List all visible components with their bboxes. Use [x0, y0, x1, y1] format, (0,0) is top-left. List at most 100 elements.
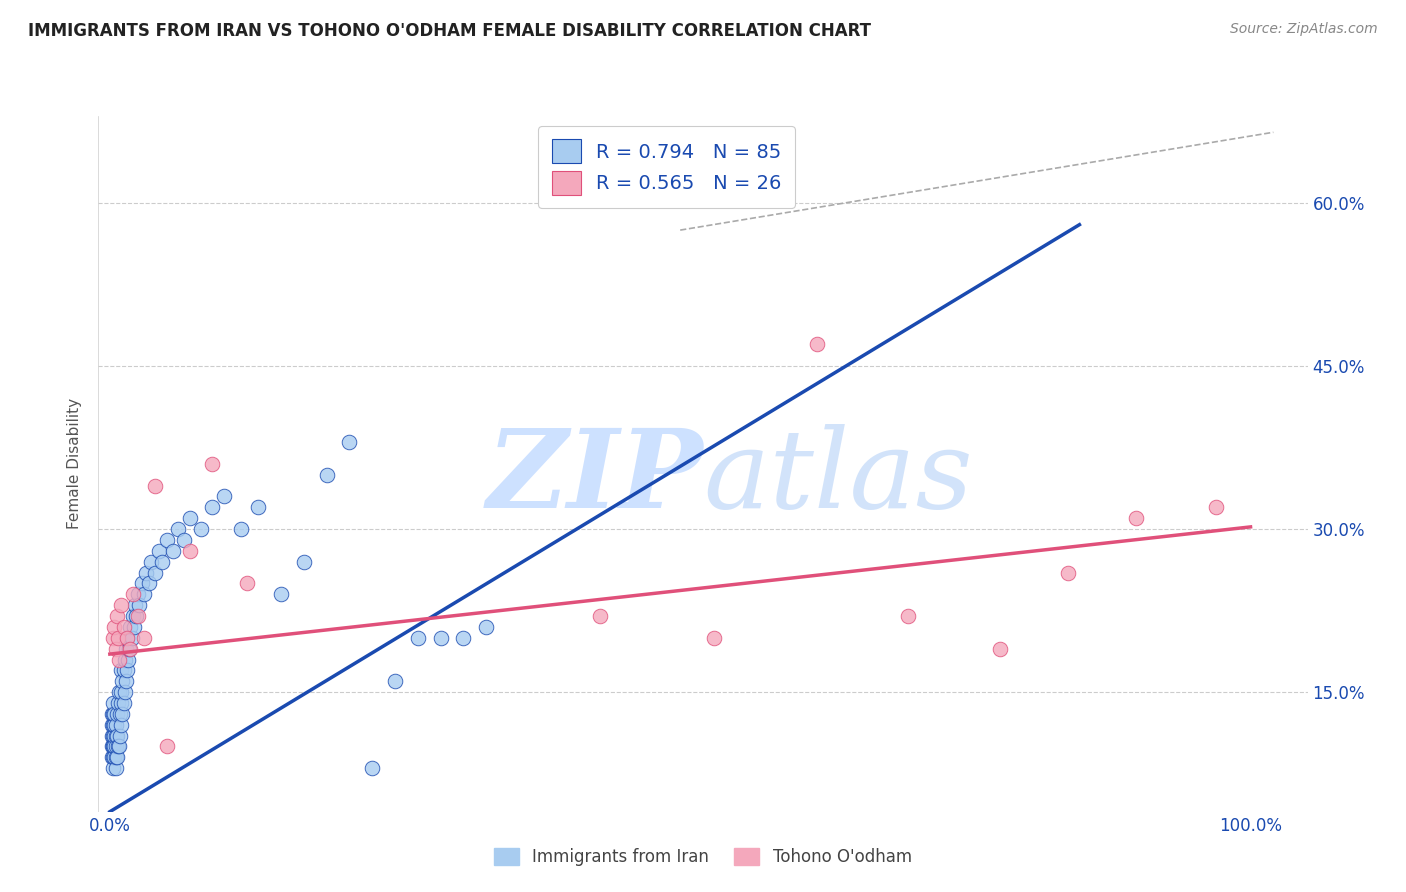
Point [229, 522, 252, 536]
Point [247, 500, 270, 515]
Point [179, 543, 201, 558]
Point [101, 729, 124, 743]
Point [103, 620, 125, 634]
Y-axis label: Female Disability: Female Disability [67, 398, 83, 530]
Text: IMMIGRANTS FROM IRAN VS TOHONO O'ODHAM FEMALE DISABILITY CORRELATION CHART: IMMIGRANTS FROM IRAN VS TOHONO O'ODHAM F… [28, 22, 872, 40]
Point [101, 750, 124, 764]
Point [107, 696, 129, 710]
Point [127, 609, 149, 624]
Point [115, 631, 138, 645]
Point [201, 500, 224, 515]
Point [162, 543, 184, 558]
Point [104, 717, 127, 731]
Point [118, 641, 141, 656]
Point [361, 761, 384, 775]
Point [190, 522, 212, 536]
Point [112, 664, 135, 678]
Point [105, 750, 128, 764]
Point [988, 641, 1011, 656]
Point [110, 664, 132, 678]
Point [105, 729, 128, 743]
Point [104, 739, 127, 754]
Point [179, 511, 201, 525]
Point [128, 598, 150, 612]
Point [112, 620, 135, 634]
Point [104, 729, 127, 743]
Point [148, 543, 170, 558]
Point [108, 729, 131, 743]
Point [475, 620, 498, 634]
Point [111, 674, 134, 689]
Point [105, 706, 128, 721]
Point [292, 555, 315, 569]
Point [315, 467, 337, 482]
Point [103, 739, 125, 754]
Point [167, 522, 190, 536]
Point [103, 739, 125, 754]
Point [135, 566, 157, 580]
Point [270, 587, 292, 601]
Point [132, 631, 155, 645]
Point [107, 739, 129, 754]
Point [103, 761, 125, 775]
Point [115, 631, 138, 645]
Point [108, 739, 131, 754]
Point [1125, 511, 1147, 525]
Point [111, 706, 134, 721]
Point [121, 631, 143, 645]
Legend: R = 0.794   N = 85, R = 0.565   N = 26: R = 0.794 N = 85, R = 0.565 N = 26 [538, 126, 796, 208]
Point [115, 664, 138, 678]
Point [806, 337, 828, 351]
Text: atlas: atlas [703, 424, 973, 532]
Text: Source: ZipAtlas.com: Source: ZipAtlas.com [1230, 22, 1378, 37]
Point [120, 620, 142, 634]
Point [104, 750, 127, 764]
Point [103, 717, 125, 731]
Point [337, 435, 360, 450]
Point [124, 598, 146, 612]
Point [150, 555, 173, 569]
Point [235, 576, 257, 591]
Point [110, 696, 132, 710]
Point [103, 750, 125, 764]
Point [139, 555, 162, 569]
Point [103, 750, 125, 764]
Point [103, 729, 125, 743]
Point [114, 685, 136, 699]
Point [101, 706, 124, 721]
Point [108, 652, 131, 666]
Point [108, 706, 131, 721]
Point [138, 576, 160, 591]
Point [127, 587, 149, 601]
Point [110, 717, 132, 731]
Point [103, 729, 125, 743]
Point [212, 490, 235, 504]
Point [589, 609, 612, 624]
Point [103, 696, 125, 710]
Point [406, 631, 429, 645]
Point [897, 609, 920, 624]
Point [429, 631, 451, 645]
Point [114, 641, 136, 656]
Point [1057, 566, 1080, 580]
Point [201, 457, 224, 471]
Point [112, 696, 135, 710]
Point [104, 761, 127, 775]
Point [145, 566, 167, 580]
Point [103, 631, 125, 645]
Legend: Immigrants from Iran, Tohono O'odham: Immigrants from Iran, Tohono O'odham [486, 840, 920, 875]
Point [103, 739, 125, 754]
Point [104, 641, 127, 656]
Point [103, 706, 125, 721]
Point [1205, 500, 1227, 515]
Point [453, 631, 475, 645]
Point [384, 674, 406, 689]
Point [121, 609, 143, 624]
Point [121, 587, 143, 601]
Point [145, 478, 167, 492]
Point [156, 533, 179, 547]
Point [114, 674, 136, 689]
Text: ZIP: ZIP [486, 424, 703, 532]
Point [122, 620, 145, 634]
Point [117, 652, 139, 666]
